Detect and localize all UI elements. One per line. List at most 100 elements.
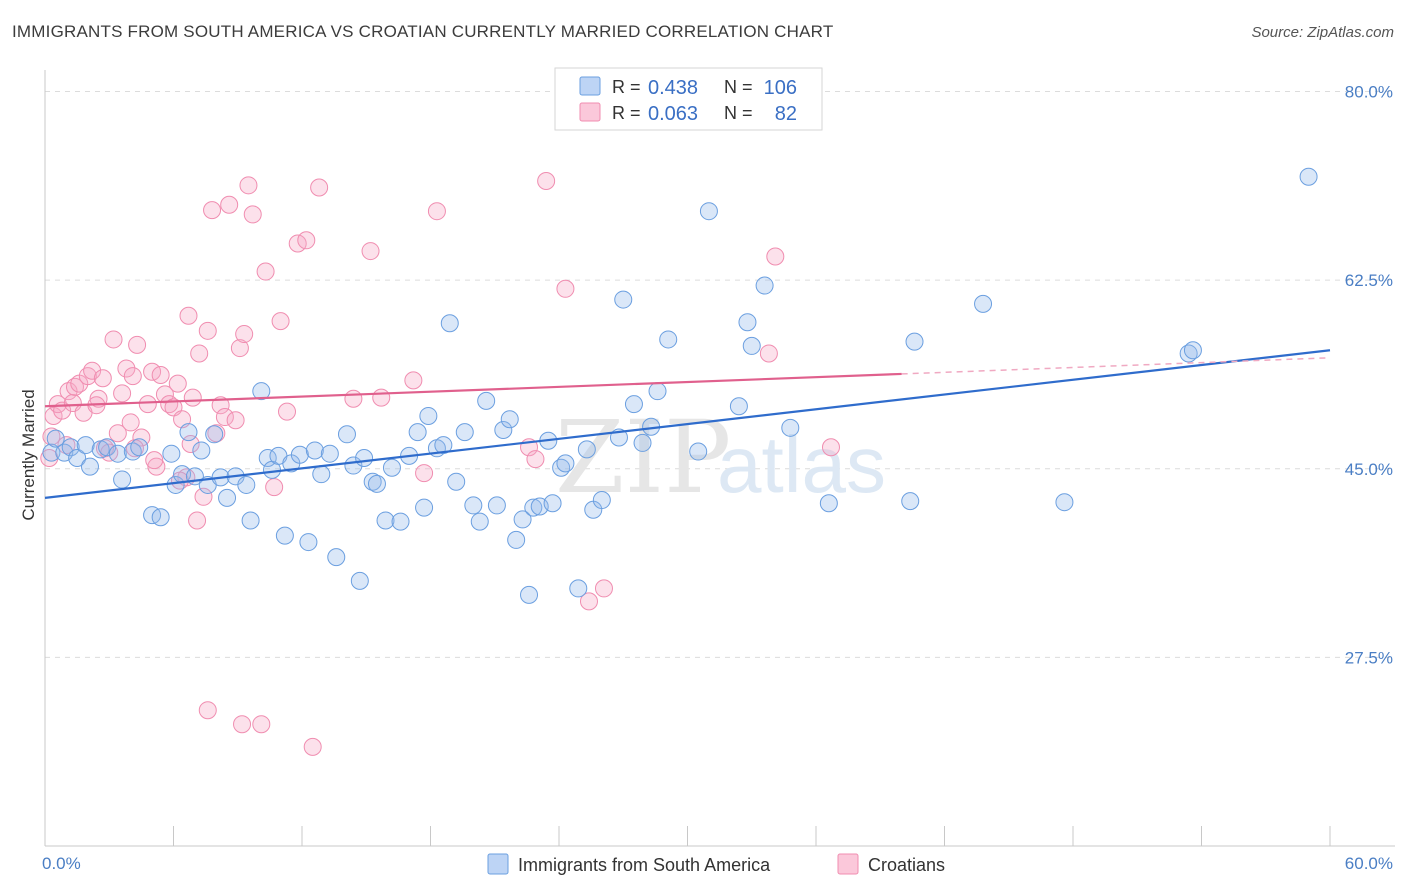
croatians-point-28	[168, 374, 187, 393]
gridlines	[45, 91, 1395, 658]
south-america-point-80	[633, 433, 652, 452]
croatians-point-55	[310, 178, 329, 197]
croatians-point-18	[123, 367, 142, 386]
y-tick-label-2: 62.5%	[1345, 271, 1393, 290]
croatians-point-71	[198, 701, 217, 720]
south-america-trend-line	[44, 349, 1331, 499]
croatians-point-47	[252, 715, 271, 734]
south-america-point-98	[1299, 167, 1318, 186]
bottom-legend-swatch-blue	[487, 853, 509, 875]
south-america-point-6	[80, 457, 99, 476]
croatians-point-64	[537, 172, 556, 191]
south-america-point-55	[440, 314, 459, 333]
south-america-point-62	[494, 420, 513, 439]
croatians-point-36	[198, 321, 217, 340]
south-america-point-50	[408, 423, 427, 442]
south-america-point-54	[434, 436, 453, 455]
south-america-point-95	[1055, 493, 1074, 512]
croatians-point-13	[104, 330, 123, 349]
legend-r-value-1: 0.438	[648, 77, 698, 99]
south-america-point-72	[556, 454, 575, 473]
y-tick-label-1: 45.0%	[1345, 460, 1393, 479]
south-america-point-60	[477, 391, 496, 410]
south-america-point-10	[113, 470, 132, 489]
south-america-point-14	[151, 508, 170, 527]
croatians-point-31	[179, 306, 198, 325]
croatians-point-68	[759, 344, 778, 363]
south-america-point-47	[382, 458, 401, 477]
croatians-point-44	[235, 325, 254, 344]
croatians-point-63	[526, 450, 545, 469]
south-america-point-1	[46, 429, 65, 448]
south-america-point-85	[699, 202, 718, 221]
south-america-point-26	[237, 475, 256, 494]
trend-lines	[44, 349, 1331, 499]
south-america-point-37	[312, 465, 331, 484]
croatians-point-42	[226, 411, 245, 430]
croatians-point-25	[155, 385, 174, 404]
watermark-atlas: atlas	[717, 420, 886, 509]
croatians-point-0	[44, 406, 63, 425]
croatians-point-17	[121, 413, 140, 432]
south-america-point-65	[513, 510, 532, 529]
south-america-point-94	[974, 294, 993, 313]
south-america-point-86	[729, 397, 748, 416]
south-america-point-39	[327, 548, 346, 567]
south-america-point-42	[350, 571, 369, 590]
south-america-point-84	[689, 442, 708, 461]
south-america-point-92	[901, 492, 920, 511]
south-america-point-43	[355, 449, 374, 467]
south-america-point-7	[91, 440, 110, 459]
croatians-point-48	[256, 262, 275, 281]
legend-swatch-pink	[579, 102, 601, 122]
croatians-point-19	[128, 335, 147, 354]
south-america-point-82	[648, 382, 667, 401]
legend-n-value-2: 82	[775, 103, 797, 125]
south-america-point-59	[470, 512, 489, 531]
croatians-point-46	[243, 205, 262, 224]
croatians-point-9	[83, 361, 102, 380]
legend-swatch-blue	[579, 76, 601, 96]
croatians-point-24	[151, 366, 170, 385]
x-tick-label-0: 0.0%	[42, 854, 81, 873]
south-america-point-4	[68, 449, 87, 467]
south-america-point-93	[905, 332, 924, 351]
croatians-point-33	[188, 511, 207, 530]
croatians-point-66	[579, 592, 598, 611]
south-america-point-61	[487, 496, 506, 515]
south-america-point-5	[76, 436, 95, 455]
south-america-point-35	[299, 533, 318, 552]
series-legend: Immigrants from South America Croatians	[487, 853, 945, 875]
south-america-point-89	[755, 276, 774, 295]
croatians-point-61	[427, 202, 446, 221]
south-america-point-58	[464, 496, 483, 515]
south-america-point-78	[614, 290, 633, 309]
south-america-points	[42, 167, 1318, 604]
croatians-point-14	[108, 424, 127, 443]
legend-r-label-1: R =	[612, 77, 641, 97]
south-america-point-56	[447, 472, 466, 491]
legend-n-label-2: N =	[724, 103, 753, 123]
y-tick-label-3: 80.0%	[1345, 83, 1393, 102]
croatians-point-11	[93, 369, 112, 388]
south-america-point-29	[258, 449, 277, 467]
croatians-point-39	[211, 396, 230, 415]
south-america-point-57	[455, 423, 474, 442]
watermark: ZIP atlas	[555, 399, 886, 516]
south-america-point-8	[98, 438, 117, 457]
south-america-point-74	[577, 440, 596, 459]
tick-labels: 27.5% 45.0% 62.5% 80.0% 0.0% 60.0%	[42, 83, 1393, 873]
south-america-point-87	[738, 313, 757, 332]
croatians-point-58	[372, 388, 391, 407]
south-america-point-76	[592, 491, 611, 510]
croatians-point-54	[303, 737, 322, 756]
south-america-point-97	[1183, 341, 1202, 360]
y-tick-label-0: 27.5%	[1345, 648, 1393, 667]
croatians-point-15	[113, 384, 132, 403]
croatians-point-10	[89, 389, 108, 408]
south-america-point-22	[205, 425, 224, 444]
south-america-point-83	[659, 330, 678, 349]
south-america-point-64	[507, 530, 526, 549]
croatians-point-53	[297, 231, 316, 250]
